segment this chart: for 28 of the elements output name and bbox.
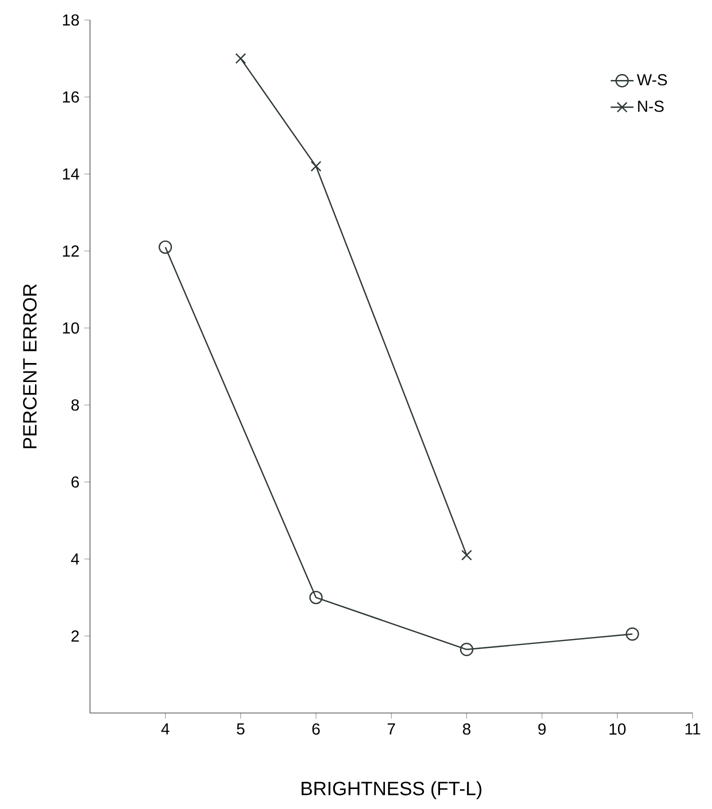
x-tick-label: 9: [538, 723, 546, 735]
y-tick-label: 14: [63, 168, 80, 180]
y-tick-label: 4: [71, 554, 80, 564]
y-tick-label: 18: [63, 14, 79, 26]
x-tick-label: 7: [388, 723, 395, 734]
point: [626, 627, 640, 641]
point: [461, 550, 472, 561]
legend-label: N-S: [638, 100, 664, 112]
x-tick-label: 6: [312, 723, 320, 735]
y-tick-label: 2: [71, 630, 79, 642]
x-tick-label: 10: [610, 723, 626, 735]
point: [460, 642, 474, 656]
y-tick-label: 6: [72, 476, 79, 488]
point: [235, 53, 246, 64]
y-tick-label: 10: [63, 322, 79, 334]
y-axis-title: PERCENT ERROR: [23, 284, 37, 448]
y-tick-label: 8: [71, 399, 79, 411]
x-tick-label: 5: [236, 723, 244, 735]
x-tick-label: 8: [462, 723, 470, 735]
y-tick-label: 12: [63, 245, 79, 257]
legend-label: W-S: [636, 74, 667, 86]
point: [310, 160, 322, 172]
x-tick-label: 4: [161, 723, 170, 734]
y-tick-label: 16: [63, 91, 79, 103]
point: [309, 590, 323, 604]
x-axis-title: BRIGHTNESS (FT-L): [302, 781, 482, 800]
x-tick-label: 11: [686, 723, 700, 734]
point: [158, 240, 172, 254]
